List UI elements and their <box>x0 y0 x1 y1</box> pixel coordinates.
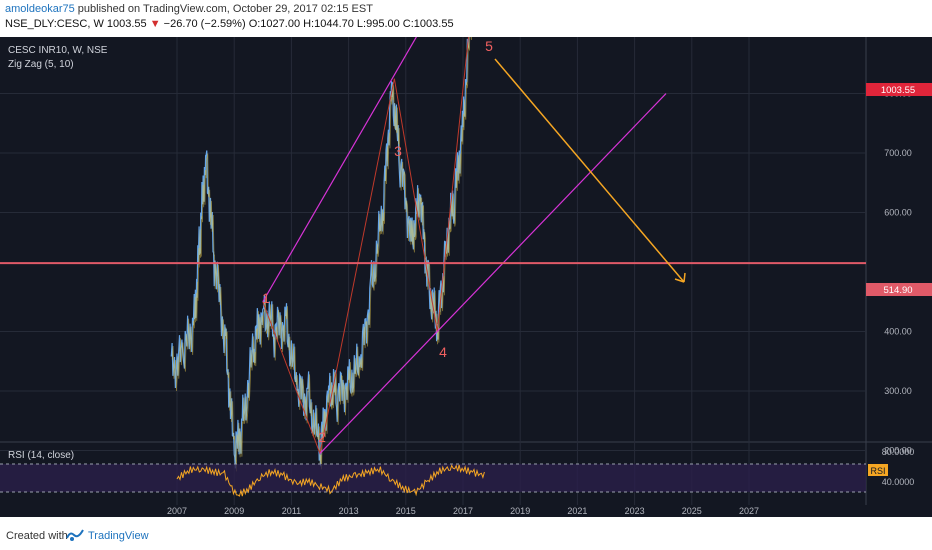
level-price-badge <box>866 283 932 296</box>
price-axis-tick: 300.00 <box>884 386 912 396</box>
time-axis-tick: 2007 <box>167 506 187 516</box>
change-down-icon: ▼ <box>149 18 161 30</box>
wave-label-1: 1 <box>262 290 270 306</box>
wave-label-4: 4 <box>439 344 447 360</box>
author-link[interactable]: amoldeokar75 <box>5 3 75 15</box>
current-price-badge-label: 1003.55 <box>881 85 915 96</box>
time-axis-tick: 2019 <box>510 506 530 516</box>
rsi-badge <box>868 464 888 476</box>
last-price: 1003.55 <box>106 18 147 30</box>
channel-lower-line <box>319 93 667 454</box>
time-axis-tick: 2025 <box>682 506 702 516</box>
legend-rsi: RSI (14, close) <box>8 450 74 461</box>
forecast-arrowhead-icon <box>674 272 686 283</box>
channel-upper-line <box>262 0 439 303</box>
publication-line: amoldeokar75 published on TradingView.co… <box>5 3 373 15</box>
tradingview-logo-icon <box>66 529 84 541</box>
rsi-axis-tick: 80.0000 <box>882 447 915 457</box>
zigzag-line <box>262 0 473 456</box>
symbol-quote-line: NSE_DLY:CESC, W 1003.55 ▼ −26.70 (−2.59%… <box>5 18 454 30</box>
time-axis-tick: 2015 <box>396 506 416 516</box>
legend-symbol: CESC INR10, W, NSE <box>8 45 108 56</box>
level-price-badge-label: 514.90 <box>883 285 912 296</box>
wave-label-2: 2 <box>318 429 326 445</box>
price-axis-bg <box>866 37 932 505</box>
price-axis-tick: 200.00 <box>884 446 912 456</box>
rsi-badge-label: RSI <box>870 466 885 476</box>
tradingview-link[interactable]: TradingView <box>88 530 149 542</box>
time-axis-tick: 2013 <box>339 506 359 516</box>
ohlc-values: O:1027.00 H:1044.70 L:995.00 C:1003.55 <box>248 18 454 30</box>
time-axis-tick: 2027 <box>739 506 759 516</box>
legend-zigzag: Zig Zag (5, 10) <box>8 59 74 70</box>
analysis-overlays: 1 2 3 4 5 <box>0 0 866 456</box>
wave-label-5: 5 <box>485 38 493 54</box>
rsi-indicator <box>0 463 866 497</box>
time-axis-bg <box>0 505 932 517</box>
price-axis-tick: 900.00 <box>884 37 912 39</box>
time-axis-tick: 2017 <box>453 506 473 516</box>
rsi-axis-tick: 40.0000 <box>882 477 915 487</box>
time-axis-tick: 2023 <box>625 506 645 516</box>
chart-header: amoldeokar75 published on TradingView.co… <box>0 0 932 37</box>
price-change: −26.70 (−2.59%) <box>163 18 246 30</box>
price-series <box>170 0 475 472</box>
price-axis-tick: 700.00 <box>884 148 912 158</box>
published-text: published on TradingView.com, October 29… <box>74 3 373 15</box>
forecast-arrow-line <box>494 58 685 283</box>
price-line-alt <box>171 0 475 472</box>
created-with-label: Created with <box>6 530 68 542</box>
price-axis-tick: 600.00 <box>884 208 912 218</box>
time-axis-tick: 2009 <box>224 506 244 516</box>
time-axis-tick: 2011 <box>282 506 301 516</box>
wave-label-3: 3 <box>394 143 402 159</box>
rsi-line <box>176 464 485 497</box>
footer: Created with TradingView <box>0 522 932 550</box>
price-axis-tick: 400.00 <box>884 327 912 337</box>
time-axis-tick: 2021 <box>567 506 587 516</box>
current-price-badge <box>866 83 932 96</box>
symbol-label: NSE_DLY:CESC, W <box>5 18 104 30</box>
price-pane-bg <box>0 37 866 442</box>
